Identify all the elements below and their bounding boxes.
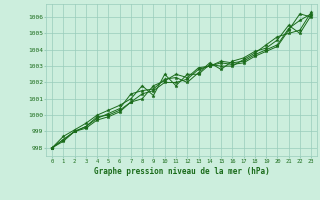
X-axis label: Graphe pression niveau de la mer (hPa): Graphe pression niveau de la mer (hPa) [94, 167, 269, 176]
